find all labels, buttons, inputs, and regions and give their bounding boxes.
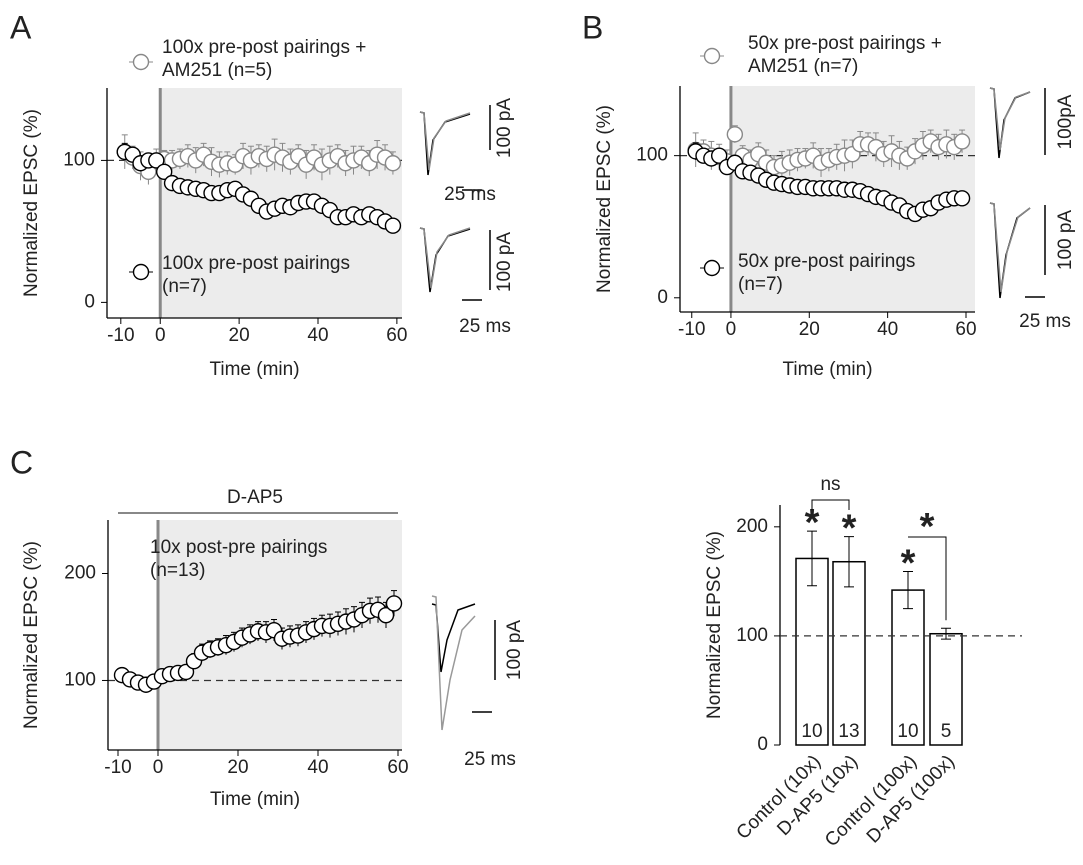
count-label: 10 — [897, 721, 918, 742]
error-bar — [903, 571, 913, 610]
comparison-bracket — [811, 499, 850, 510]
x-tick-label: 60 — [386, 325, 407, 346]
y-tick-label: 0 — [757, 734, 768, 755]
data-point — [148, 152, 165, 169]
x-tick-label: 40 — [307, 757, 328, 778]
y-axis-label: Normalized EPSC (%) — [704, 531, 725, 719]
x-tick-label: 0 — [726, 319, 737, 340]
significance-star: * — [901, 543, 916, 585]
scale-label: 100 pA — [504, 620, 525, 681]
legend-text: 100x pre-post pairings + AM251 (n=5) — [162, 37, 367, 81]
legend-text: 50x pre-post pairings + AM251 (n=7) — [748, 33, 942, 77]
bar — [795, 557, 829, 746]
y-tick-label: 100 — [64, 669, 96, 690]
scale-label: 100pA — [1055, 94, 1076, 149]
legend-label: 10x post-pre pairings (n=13) — [150, 537, 328, 581]
y-tick-label: 200 — [736, 516, 768, 537]
x-tick-label: 40 — [307, 325, 328, 346]
comparison-label: ns — [820, 474, 840, 495]
legend-marker — [132, 53, 150, 71]
x-tick-label: 60 — [955, 319, 976, 340]
scale-bars — [462, 88, 1046, 713]
x-tick-label: -10 — [107, 325, 134, 346]
legend-label: 50x pre-post pairings (n=7) — [738, 251, 916, 295]
x-tick-label: -10 — [678, 319, 705, 340]
scale-label: 100 pA — [1055, 210, 1076, 271]
trace — [989, 87, 1031, 151]
x-axis-label: Time (min) — [782, 359, 872, 380]
x-axis-label: Time (min) — [209, 359, 299, 380]
error-bar — [941, 627, 951, 640]
x-tick-label: 0 — [155, 325, 166, 346]
legend-marker — [703, 47, 721, 65]
significance-star: * — [805, 502, 820, 544]
data-point — [953, 133, 971, 150]
y-tick-label: 0 — [84, 291, 95, 312]
data-point — [384, 155, 402, 172]
y-tick-label: 100 — [636, 145, 668, 166]
legend-label: 50x pre-post pairings + AM251 (n=7) — [748, 33, 942, 77]
y-axis-label: Normalized EPSC (%) — [594, 105, 615, 293]
x-tick-label: 60 — [387, 757, 408, 778]
data-point — [385, 595, 403, 612]
legend-label: 100x pre-post pairings + AM251 (n=5) — [162, 37, 367, 81]
y-tick-label: 200 — [64, 563, 96, 584]
x-tick-label: 40 — [877, 319, 898, 340]
data-point — [377, 607, 395, 624]
bar — [891, 589, 925, 746]
scale-label: 100 pA — [494, 232, 515, 293]
legend-label: 100x pre-post pairings (n=7) — [162, 253, 350, 297]
condition-label: D-AP5 — [227, 487, 283, 508]
data-point — [384, 217, 402, 234]
trace — [989, 87, 1031, 159]
count-label: 5 — [941, 721, 952, 742]
data-point — [953, 190, 971, 207]
bar — [832, 560, 866, 746]
scale-label: 25 ms — [444, 184, 496, 205]
bar — [929, 632, 963, 746]
comparison-bracket — [908, 536, 947, 621]
legend-text: 50x pre-post pairings (n=7) — [738, 251, 916, 295]
legend-marker — [703, 259, 721, 277]
x-tick-label: 20 — [229, 325, 250, 346]
legend-text: 100x pre-post pairings (n=7) — [162, 253, 350, 297]
data-point — [155, 163, 173, 180]
scale-label: 25 ms — [464, 749, 516, 770]
panel-letter: A — [10, 9, 32, 45]
legend-text: 10x post-pre pairings (n=13) — [150, 537, 328, 581]
data-point — [726, 126, 744, 143]
scale-label: 25 ms — [1019, 311, 1071, 332]
data-point — [710, 147, 728, 164]
y-axis-label: Normalized EPSC (%) — [21, 541, 42, 729]
x-tick-label: 20 — [227, 757, 248, 778]
trace — [419, 111, 471, 171]
trace — [419, 227, 471, 289]
trace — [431, 603, 476, 673]
count-label: 10 — [801, 721, 822, 742]
trace — [989, 202, 1031, 293]
error-bar — [807, 530, 817, 587]
x-axis-label: Time (min) — [210, 789, 300, 810]
trace — [431, 595, 476, 731]
x-tick-label: -10 — [104, 757, 131, 778]
comparison-label: * — [920, 506, 935, 548]
x-tick-label: 0 — [153, 757, 164, 778]
y-tick-label: 100 — [63, 149, 95, 170]
y-axis-label: Normalized EPSC (%) — [21, 109, 42, 297]
panel-letter: C — [10, 444, 33, 480]
traces — [419, 87, 1046, 731]
count-label: 13 — [838, 721, 859, 742]
panel-letter: B — [582, 9, 603, 45]
scale-label: 25 ms — [459, 316, 511, 337]
legend-marker — [132, 263, 150, 281]
trace — [989, 202, 1031, 299]
significance-star: * — [842, 508, 857, 550]
scale-label: 100 pA — [494, 98, 515, 159]
y-tick-label: 100 — [736, 625, 768, 646]
x-tick-label: 20 — [799, 319, 820, 340]
y-tick-label: 0 — [657, 287, 668, 308]
error-bar — [844, 536, 854, 588]
